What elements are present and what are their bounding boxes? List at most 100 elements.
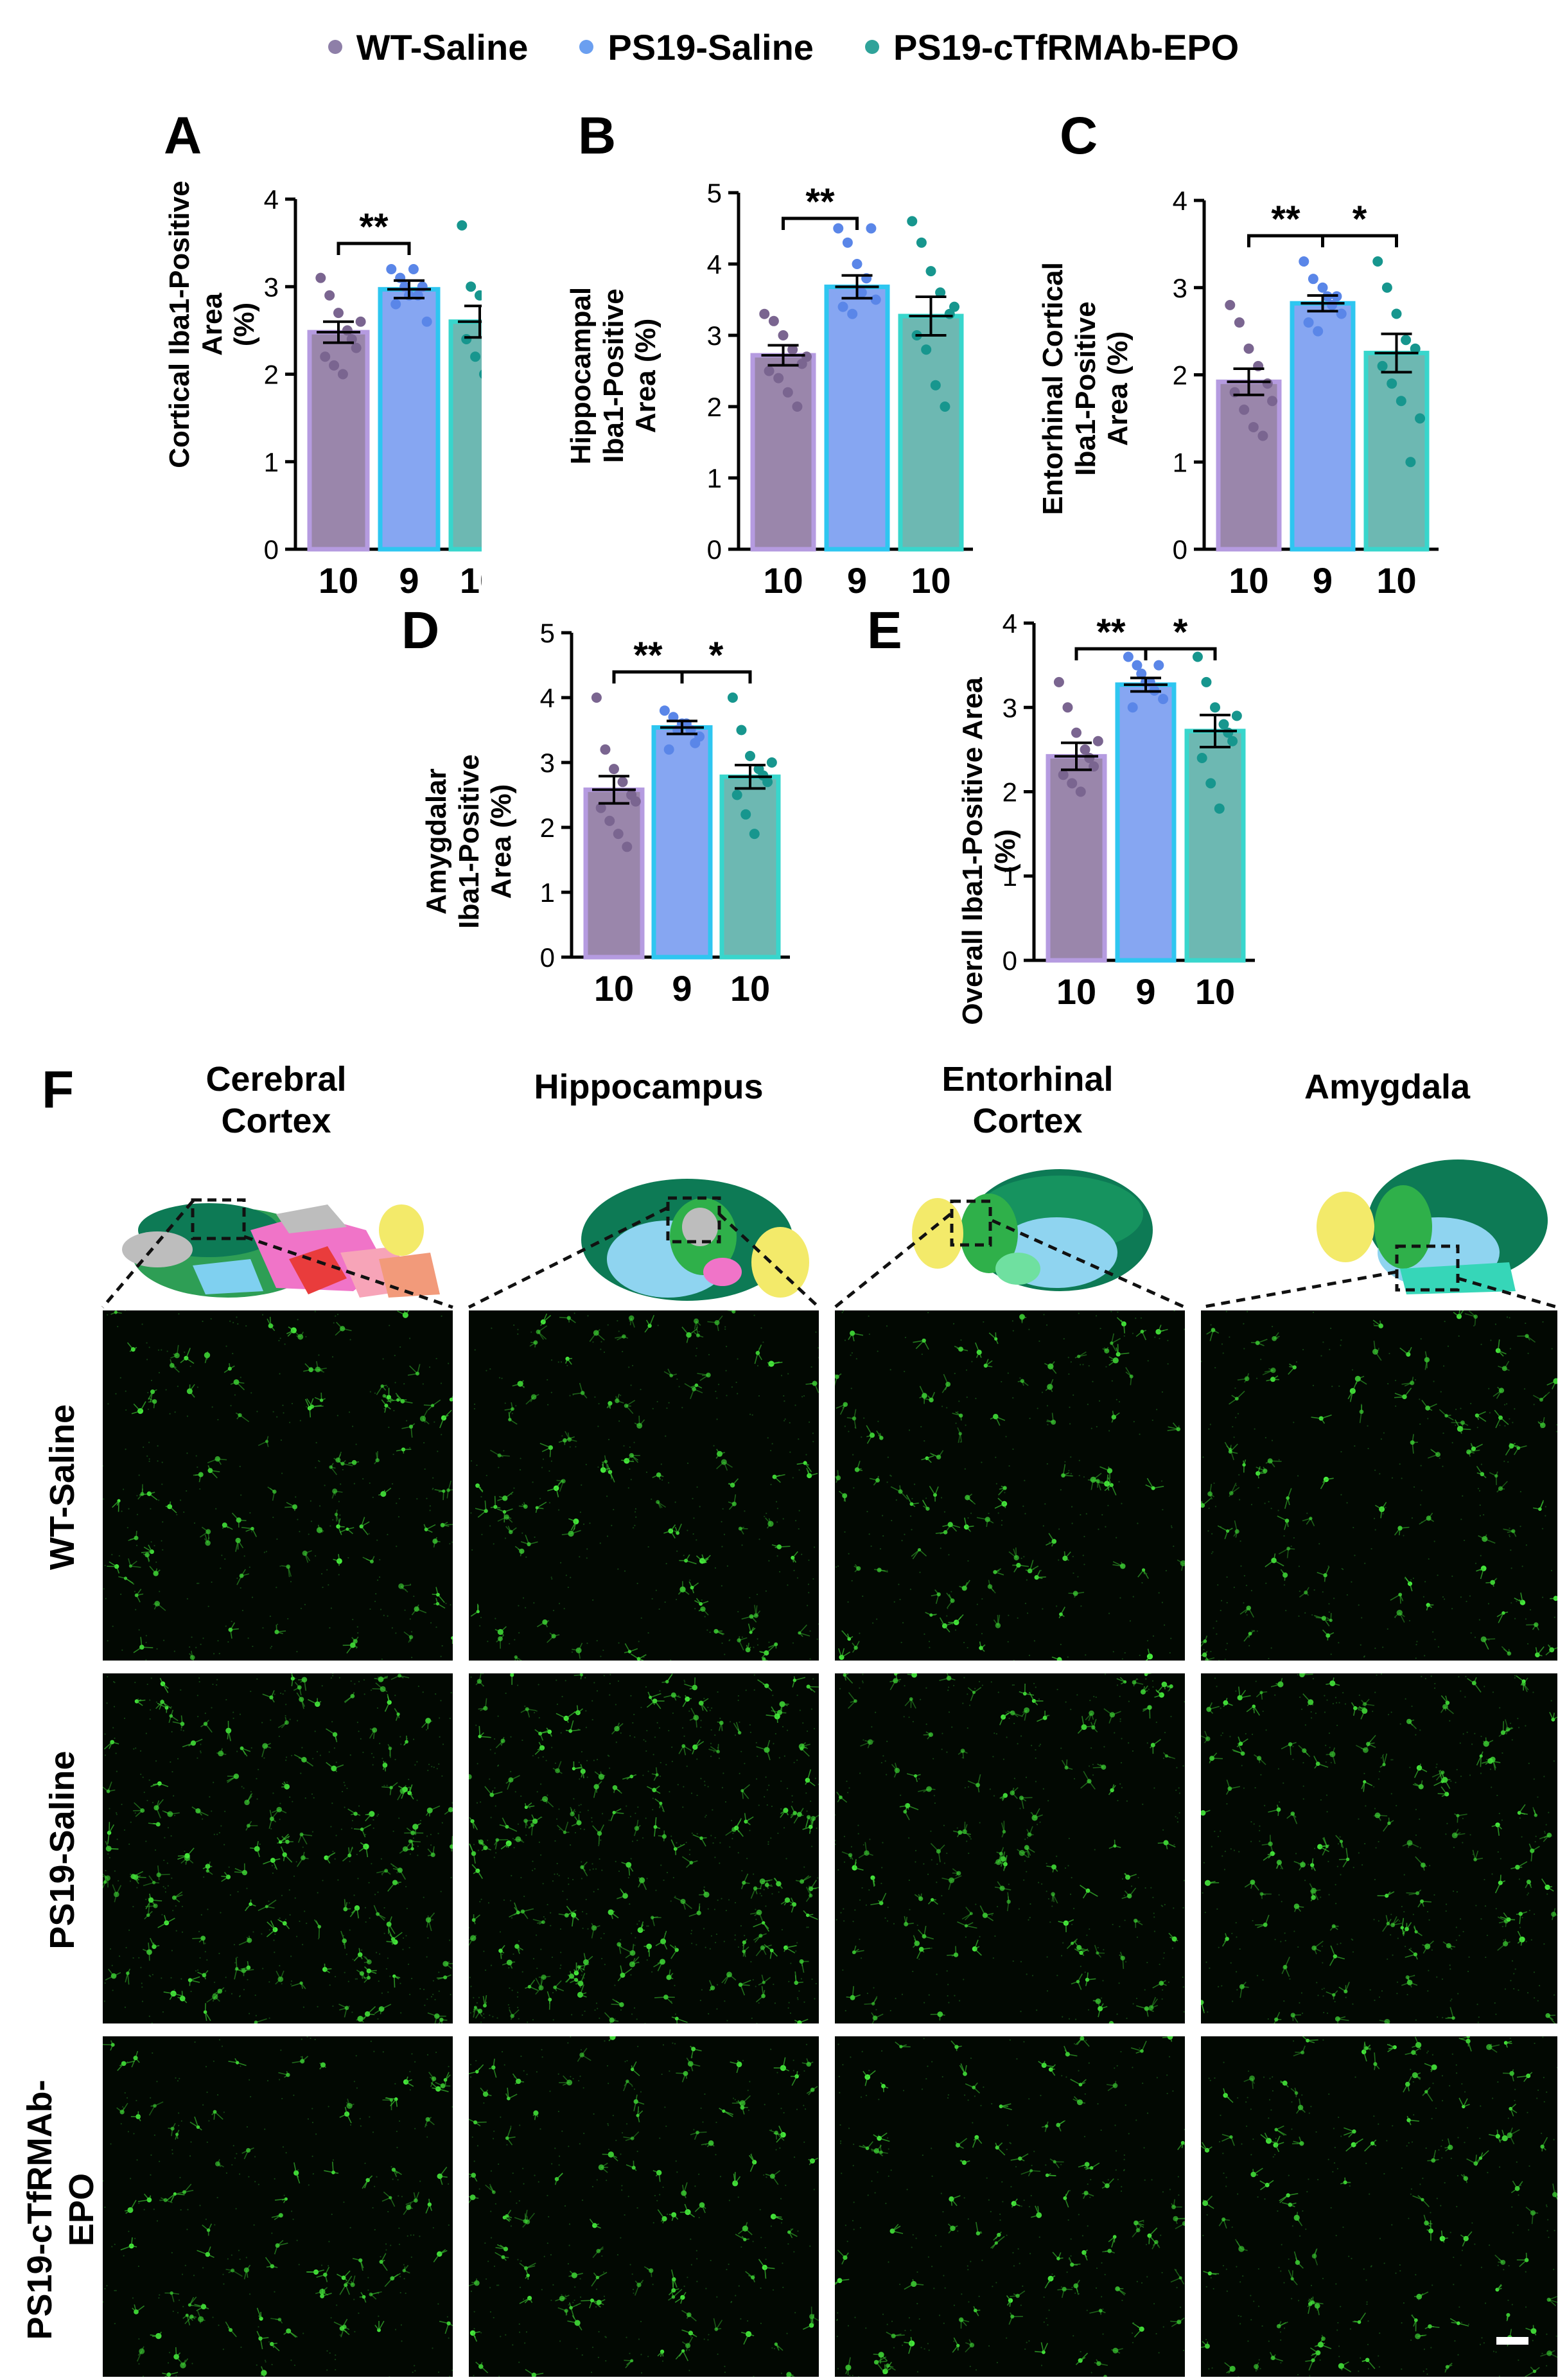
background-speck [272,1517,274,1519]
background-speck [1044,1503,1046,1505]
background-speck [569,1395,571,1397]
background-speck [652,1809,654,1811]
background-speck [593,1759,595,1761]
data-point [1153,660,1164,671]
microglia-process [524,1803,527,1808]
panel-letter-e: E [867,601,902,660]
microglia-process [1229,1398,1238,1405]
bar [1115,682,1177,963]
background-speck [435,1357,437,1360]
microglia-process [987,1519,994,1524]
background-speck [618,1330,620,1332]
microglia-process [750,1888,756,1899]
background-speck [334,1858,336,1860]
microglia-process [593,1786,597,1798]
microglia-process [805,1817,809,1828]
background-speck [640,1388,642,1391]
microglia-process [1394,1393,1405,1398]
background-speck [383,1614,385,1616]
background-speck [399,1346,401,1348]
y-tick-label: 0 [1173,534,1187,565]
background-speck [167,1885,169,1887]
significance-label: * [1173,612,1188,653]
microglia-process [326,1857,331,1864]
microglia-process [651,1773,658,1776]
background-speck [579,1811,581,1813]
microglia-process [522,1911,529,1919]
background-speck [854,1419,855,1421]
microglia-process [1284,1497,1288,1509]
microglia-cell [1372,1348,1379,1355]
microglia-process [303,1369,311,1372]
background-speck [112,1625,114,1627]
background-speck [1509,1535,1510,1538]
microglia-process [390,1675,400,1680]
background-speck [383,1907,385,1909]
background-speck [1070,1472,1072,1475]
microglia-process [673,1695,677,1701]
microglia-process [301,1982,304,1989]
microglia-process [502,1736,505,1741]
background-speck [924,1633,925,1635]
background-speck [195,1970,197,1972]
background-speck [138,1957,140,1959]
background-speck [707,1556,710,1558]
background-speck [705,1946,706,1948]
microglia-process [389,1934,396,1943]
microglia-process [199,1531,209,1538]
background-speck [180,1978,182,1980]
background-speck [432,1477,434,1479]
microglia-process [1500,1417,1509,1425]
background-speck [1024,1513,1026,1515]
microglia-process [281,1783,288,1787]
microglia-process [435,1540,441,1542]
background-speck [947,1607,949,1609]
microglia-process [220,1752,227,1756]
microglia-process [1532,1507,1541,1510]
microglia-cell [738,1526,742,1531]
microglia-process [432,1399,441,1406]
microglia-process [923,1398,932,1401]
microglia-process [613,1808,622,1813]
background-speck [197,1386,198,1388]
background-speck [696,1347,697,1349]
background-speck [908,1429,911,1431]
microglia-process [401,1585,408,1593]
data-point [351,342,362,353]
microglia-process [559,1481,565,1492]
background-speck [470,1460,473,1462]
background-speck [1550,1569,1553,1572]
background-speck [547,1379,548,1381]
microglia-process [236,1381,245,1391]
background-speck [441,1315,442,1317]
microglia-cell [551,1634,556,1639]
background-speck [230,1405,232,1407]
microglia-process [349,1846,353,1856]
microglia-process [1394,1612,1400,1618]
microglia-process [980,1647,985,1652]
background-speck [351,1820,354,1822]
microglia-process [499,1824,507,1828]
legend-label: PS19-cTfRMAb-EPO [893,26,1239,67]
background-speck [200,1752,202,1754]
microglia-cell [204,1352,211,1359]
microglia-cell [798,1631,801,1635]
microglia-process [595,1328,600,1334]
background-speck [134,1591,136,1592]
microglia-process [694,1600,701,1605]
background-speck [631,2013,633,2015]
microglia-process [234,1867,245,1873]
microglia-process [694,1388,703,1394]
microglia-process [426,1524,436,1530]
background-speck [238,1995,241,1998]
microglia-process [839,1490,845,1497]
microglia-process [155,1799,164,1808]
microglia-process [626,1400,636,1407]
microglia-cell [514,1655,518,1659]
microglia-process [793,1676,796,1680]
background-speck [489,1368,491,1370]
microglia-process [594,1771,602,1777]
microglia-process [795,1880,802,1882]
background-speck [661,1810,664,1812]
background-speck [809,1658,811,1660]
